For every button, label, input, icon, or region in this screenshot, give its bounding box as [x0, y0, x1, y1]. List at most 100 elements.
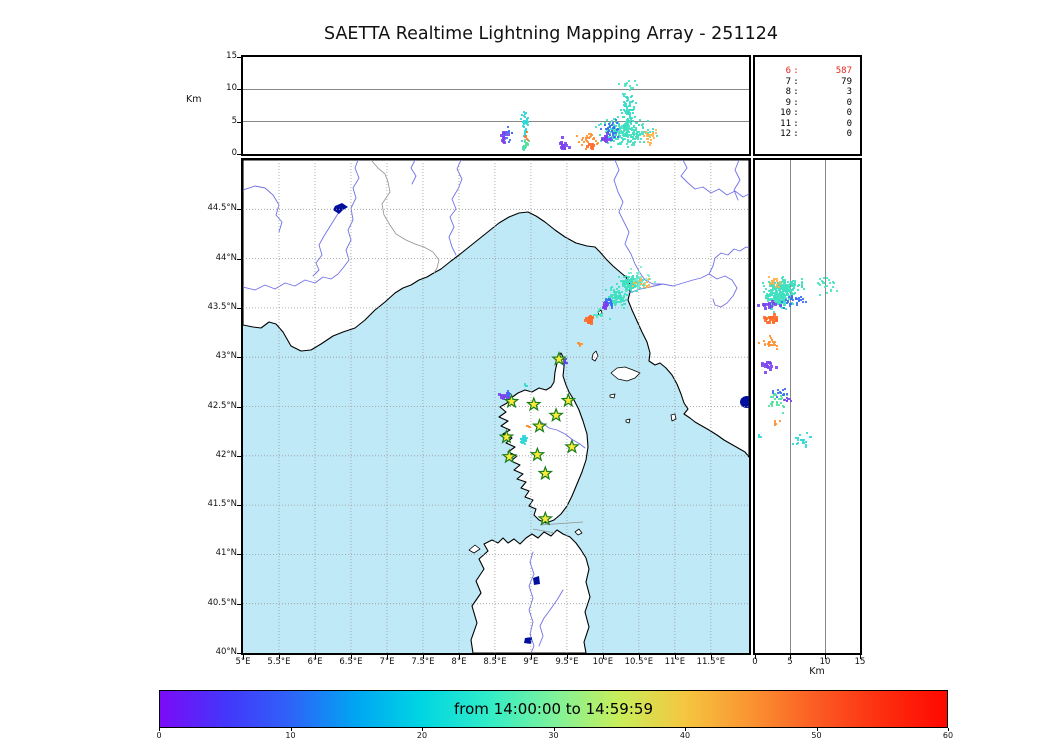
lon-tick: 9.5°E [555, 657, 579, 667]
axis-tick [816, 728, 818, 731]
lon-tick: 7°E [379, 657, 395, 667]
lat-tick: 43°N [215, 351, 237, 362]
altitude-longitude-panel [241, 55, 751, 156]
lon-tick: 11°E [664, 657, 686, 667]
lon-tick: 7.5°E [411, 657, 435, 667]
stats-row: 8:3 [753, 87, 862, 98]
lon-tick: 8.5°E [483, 657, 507, 667]
stats-level: 7 [785, 76, 791, 87]
colorbar-tick: 20 [416, 731, 428, 740]
lat-tick: 42.5°N [207, 400, 237, 411]
lon-tick: 6.5°E [339, 657, 363, 667]
lon-tick: 8°E [451, 657, 467, 667]
time-window-label: from 14:00:00 to 14:59:59 [453, 700, 653, 718]
axis-tick [860, 655, 861, 659]
top-panel-ytick: 15 [226, 51, 237, 61]
axis-tick [237, 209, 241, 211]
axis-tick [237, 653, 241, 654]
lon-tick: 5.5°E [267, 657, 291, 667]
axis-tick [237, 89, 241, 91]
station-star-marker [529, 446, 546, 462]
stats-count: 587 [835, 66, 852, 76]
stats-row: 11:0 [753, 119, 862, 130]
station-star-marker [564, 438, 580, 454]
axis-tick [350, 655, 352, 659]
gridline-10km [825, 160, 826, 653]
right-panel-xtick: 5 [787, 657, 793, 667]
gridline-5km [243, 121, 749, 122]
lat-tick: 40.5°N [207, 597, 237, 608]
station-star-marker [551, 350, 567, 366]
colorbar-tick: 60 [942, 731, 954, 740]
axis-tick [243, 655, 244, 659]
axis-tick [458, 655, 460, 659]
stats-level: 9 [785, 97, 791, 108]
axis-tick [237, 57, 241, 58]
lon-tick: 10.5°E [624, 657, 654, 667]
station-star-marker [501, 448, 518, 464]
gridline-10km [243, 89, 749, 90]
axis-tick [237, 455, 241, 457]
station-star-marker [560, 392, 577, 408]
axis-tick [278, 655, 280, 659]
stats-level: 11 [780, 118, 791, 129]
lon-tick: 11.5°E [696, 657, 726, 667]
axis-tick [638, 655, 640, 659]
station-count-stats-rows: 6:587 7:79 8:3 9:0 10:0 11:0 12:0 [753, 66, 862, 140]
page-title: SAETTA Realtime Lightning Mapping Array … [324, 24, 778, 44]
right-panel-xtick: 0 [752, 657, 758, 667]
axis-tick [237, 357, 241, 359]
lon-tick: 9°E [523, 657, 539, 667]
stats-level: 12 [780, 129, 791, 139]
station-star-marker [525, 396, 542, 412]
axis-tick [237, 406, 241, 408]
axis-tick [237, 307, 241, 309]
colorbar-tick: 30 [548, 731, 559, 740]
altitude-latitude-scatter [755, 160, 860, 653]
lat-tick: 41°N [215, 548, 237, 559]
axis-tick [553, 728, 555, 731]
colorbar-tick: 10 [285, 731, 296, 740]
axis-tick [530, 655, 532, 659]
axis-tick [386, 655, 388, 659]
station-markers-layer [498, 350, 580, 526]
stats-row: 9:0 [753, 98, 862, 109]
altitude-latitude-panel [753, 158, 862, 655]
stats-level: 10 [780, 108, 791, 118]
axis-tick [237, 258, 241, 260]
colorbar-tick: 40 [679, 731, 691, 740]
stats-row: 7:79 [753, 77, 862, 88]
axis-tick [494, 655, 496, 659]
altitude-longitude-scatter [243, 57, 749, 154]
axis-tick [237, 121, 241, 123]
station-star-marker [503, 393, 520, 409]
lat-tick: 44°N [215, 252, 237, 263]
axis-tick [237, 603, 241, 605]
axis-tick [755, 655, 756, 659]
axis-tick [237, 505, 241, 507]
axis-tick [790, 655, 791, 659]
time-colorbar: from 14:00:00 to 14:59:59 [159, 690, 948, 728]
lon-tick: 5°E [235, 657, 251, 667]
axis-tick [825, 655, 826, 659]
lat-tick: 40°N [215, 647, 237, 657]
axis-tick [422, 728, 423, 731]
gridline-5km [790, 160, 791, 653]
axis-tick [566, 655, 568, 659]
axis-tick [674, 655, 676, 659]
altitude-axis-label-bottom: Km [809, 666, 825, 677]
axis-tick [314, 655, 316, 659]
altitude-axis-label-left: Km [186, 94, 202, 105]
station-count-stats-panel [753, 55, 862, 156]
stats-level: 6 [785, 66, 791, 76]
top-panel-ytick: 0 [231, 148, 237, 158]
station-star-marker [498, 428, 515, 444]
stats-count: 0 [846, 97, 852, 108]
colorbar-tick: 0 [156, 731, 162, 740]
lat-tick: 43.5°N [207, 301, 237, 312]
axis-tick [159, 728, 160, 731]
map-panel [241, 158, 751, 655]
right-panel-xtick: 10 [819, 657, 831, 667]
top-panel-ytick: 5 [231, 115, 237, 126]
